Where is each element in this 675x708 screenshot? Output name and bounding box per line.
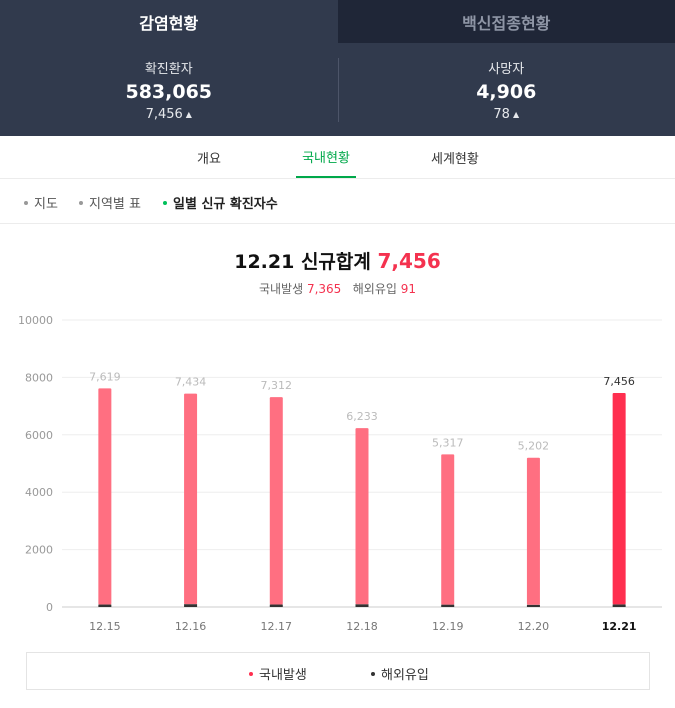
y-tick-label: 10000 xyxy=(18,314,53,327)
view-filter-bar: 지도 지역별 표 일별 신규 확진자수 xyxy=(0,179,675,224)
bar-domestic xyxy=(98,388,112,605)
filter-map-label: 지도 xyxy=(34,197,58,212)
bar-domestic xyxy=(612,393,626,605)
increase-arrow-icon: ▲ xyxy=(512,109,520,119)
bar-overseas xyxy=(98,604,112,607)
increase-arrow-icon: ▲ xyxy=(185,109,192,119)
confirmed-stat: 확진환자 583,065 7,456 ▲ xyxy=(0,43,338,136)
bullet-icon xyxy=(24,200,28,205)
confirmed-label: 확진환자 xyxy=(144,62,193,77)
x-tick-label: 12.15 xyxy=(89,620,121,633)
x-tick-label: 12.20 xyxy=(518,620,550,633)
headline-prefix: 12.21 신규합계 xyxy=(234,251,371,273)
y-tick-label: 6000 xyxy=(25,429,53,442)
bullet-icon xyxy=(163,200,167,205)
data-label: 5,202 xyxy=(518,440,550,453)
data-label: 6,233 xyxy=(346,410,378,423)
deaths-label: 사망자 xyxy=(488,62,525,77)
bar-domestic xyxy=(269,397,283,605)
y-tick-label: 4000 xyxy=(25,486,53,499)
y-tick-label: 2000 xyxy=(25,544,53,557)
bar-overseas xyxy=(184,604,198,607)
bar-overseas xyxy=(612,604,626,607)
filter-region-table[interactable]: 지역별 표 xyxy=(79,193,141,212)
bar-domestic xyxy=(526,457,540,605)
data-label: 7,434 xyxy=(175,376,207,389)
filter-daily-new-cases-label: 일별 신규 확진자수 xyxy=(173,197,278,212)
y-tick-label: 8000 xyxy=(25,371,53,384)
tab-world[interactable]: 세계현황 xyxy=(431,151,479,167)
domestic-value: 7,365 xyxy=(306,282,342,296)
data-label: 7,312 xyxy=(261,379,293,392)
deaths-change-value: 78 xyxy=(493,107,510,122)
legend-overseas[interactable]: 해외유입 xyxy=(371,664,429,683)
top-tab-bar: 감염현황 백신접종현황 xyxy=(0,0,675,43)
confirmed-change: 7,456 ▲ xyxy=(146,107,192,122)
bar-domestic xyxy=(441,454,455,605)
tab-vaccination-status[interactable]: 백신접종현황 xyxy=(337,0,675,43)
x-tick-label: 12.21 xyxy=(602,620,637,633)
bar-overseas xyxy=(355,604,369,607)
sub-tab-bar: 개요 국내현황 세계현황 xyxy=(0,136,675,179)
bar-domestic xyxy=(184,393,198,605)
filter-map[interactable]: 지도 xyxy=(24,193,58,212)
chart-legend: 국내발생 해외유입 xyxy=(26,652,650,690)
bar-overseas xyxy=(526,604,540,607)
confirmed-value: 583,065 xyxy=(125,81,213,103)
legend-dot-icon xyxy=(371,671,375,676)
daily-breakdown: 국내발생 7,365 해외유입 91 xyxy=(0,280,675,297)
x-tick-label: 12.17 xyxy=(261,620,293,633)
bar-overseas xyxy=(441,604,455,607)
deaths-change: 78 ▲ xyxy=(493,107,519,122)
data-label: 7,619 xyxy=(89,370,121,383)
bullet-icon xyxy=(79,200,83,205)
legend-overseas-label: 해외유입 xyxy=(381,668,429,683)
deaths-stat: 사망자 4,906 78 ▲ xyxy=(337,43,675,136)
legend-domestic[interactable]: 국내발생 xyxy=(249,664,307,683)
data-label: 7,456 xyxy=(603,375,635,388)
legend-domestic-label: 국내발생 xyxy=(259,668,307,683)
filter-daily-new-cases[interactable]: 일별 신규 확진자수 xyxy=(163,193,278,212)
daily-cases-bar-chart: 0 2000 4000 6000 8000 10000 7,619 12.15 7,434 12.… xyxy=(18,314,662,633)
bar-overseas xyxy=(269,604,283,607)
bar-domestic xyxy=(355,428,369,605)
tab-domestic[interactable]: 국내현황 xyxy=(296,136,356,178)
legend-dot-icon xyxy=(249,671,253,676)
headline-total: 7,456 xyxy=(377,249,441,273)
summary-stats-panel: 확진환자 583,065 7,456 ▲ 사망자 4,906 78 ▲ xyxy=(0,43,675,136)
overseas-value: 91 xyxy=(400,282,417,296)
daily-total-headline: 12.21 신규합계 7,456 xyxy=(0,247,675,274)
filter-region-table-label: 지역별 표 xyxy=(89,197,141,212)
domestic-label: 국내발생 xyxy=(258,282,304,296)
x-tick-label: 12.16 xyxy=(175,620,207,633)
overseas-label: 해외유입 xyxy=(352,282,397,296)
data-label: 5,317 xyxy=(432,436,464,449)
x-tick-label: 12.18 xyxy=(346,620,378,633)
confirmed-change-value: 7,456 xyxy=(145,107,183,122)
x-tick-label: 12.19 xyxy=(432,620,464,633)
y-tick-label: 0 xyxy=(46,601,53,614)
deaths-value: 4,906 xyxy=(476,81,537,103)
tab-infection-status[interactable]: 감염현황 xyxy=(0,0,338,43)
tab-overview[interactable]: 개요 xyxy=(197,151,221,167)
